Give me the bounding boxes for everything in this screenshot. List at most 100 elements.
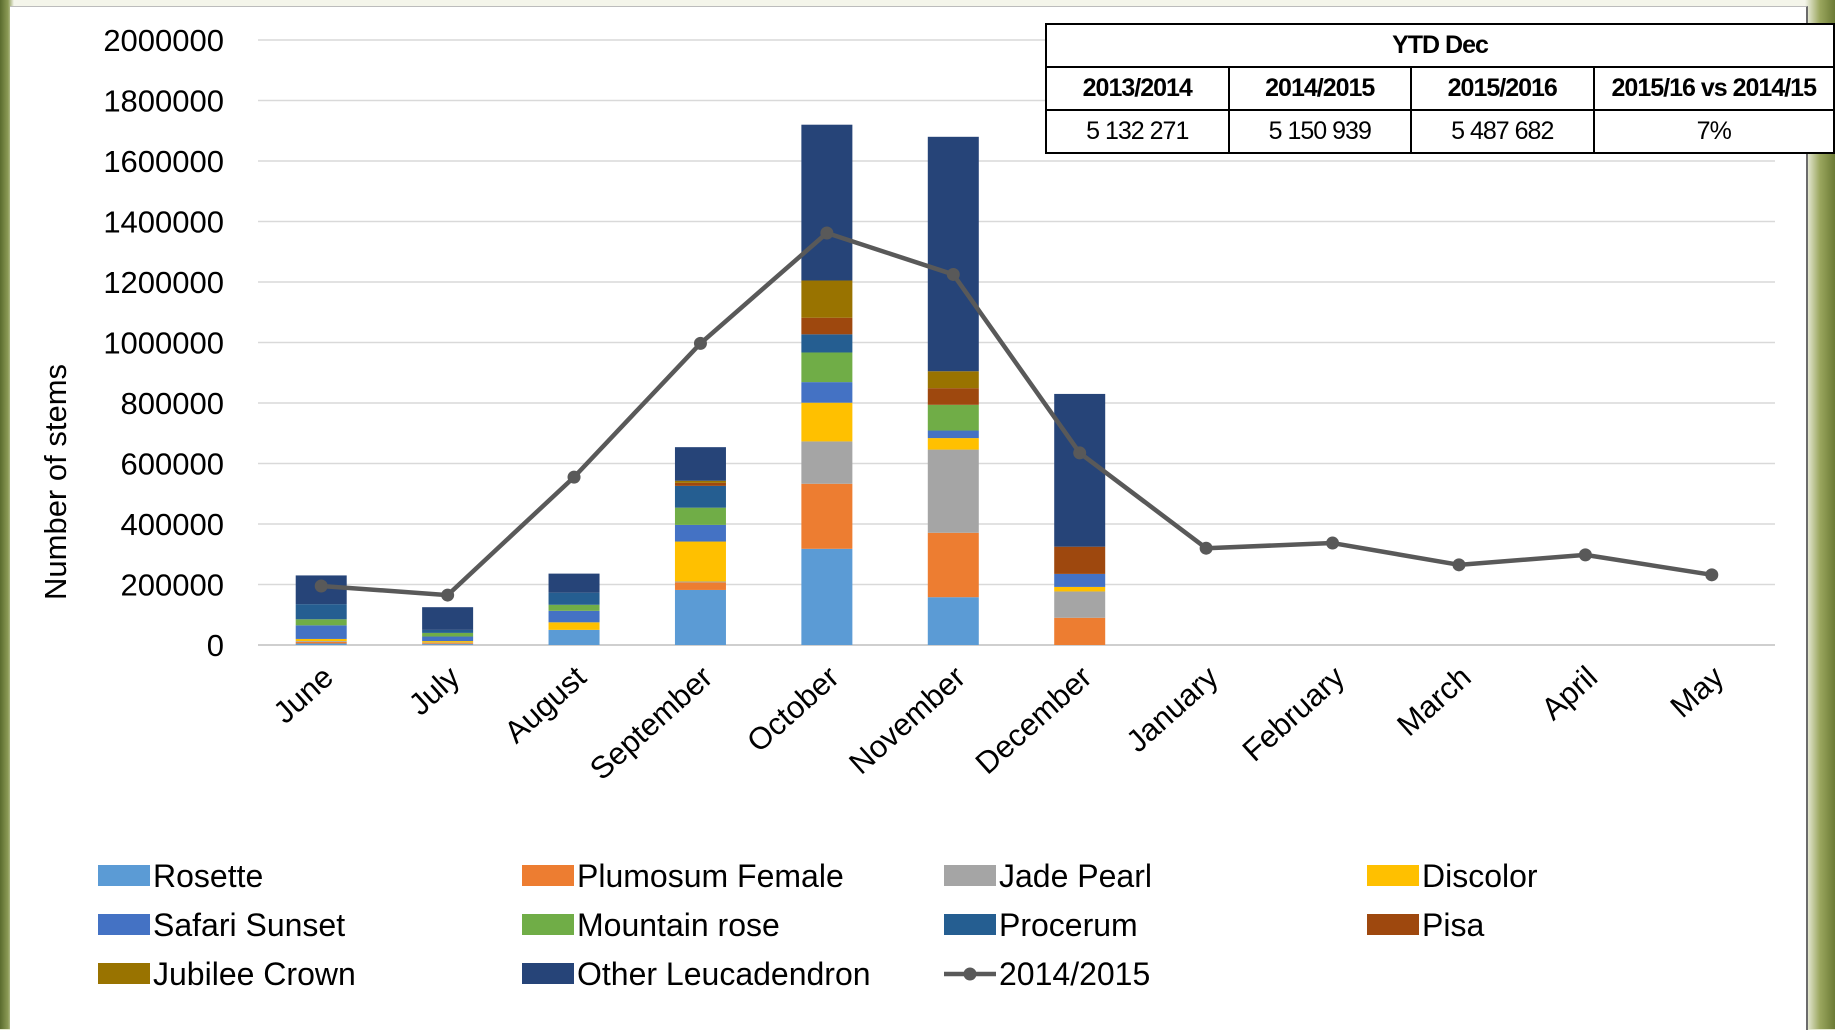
x-tick-label: March — [1390, 659, 1477, 743]
legend-swatch — [522, 865, 574, 886]
bar-july-safari-sunset — [422, 636, 474, 642]
legend-swatch — [944, 865, 996, 886]
y-tick-label: 1600000 — [103, 144, 224, 179]
x-tick-label: January — [1119, 659, 1225, 759]
bar-stack-july — [422, 607, 474, 645]
bar-stack-november — [927, 136, 979, 645]
bar-june-procerum — [295, 604, 347, 620]
bar-september-jubilee-crown — [674, 480, 726, 483]
line-point-march — [1452, 558, 1466, 572]
y-tick-label: 600000 — [121, 447, 224, 482]
ytd-title: YTD Dec — [1045, 23, 1835, 68]
bar-august-rosette — [548, 629, 600, 645]
legend-label: Procerum — [999, 907, 1138, 943]
chart-panel — [10, 6, 1808, 1030]
x-tick-label: July — [402, 659, 467, 722]
y-axis-ticks: 0 200000 400000 600000 800000 1000000 1200000 1… — [103, 23, 224, 663]
bar-july-plumosum-female — [422, 643, 474, 645]
bar-june-discolor — [295, 638, 347, 642]
legend-item-safari-sunset: Safari Sunset — [98, 907, 345, 943]
ytd-header-2014-2015: 2014/2015 — [1227, 66, 1412, 111]
bar-stack-august — [548, 573, 600, 645]
bar-december-pisa — [1054, 546, 1106, 574]
ytd-value-2013-2014: 5 132 271 — [1045, 109, 1230, 154]
ytd-value-change: 7% — [1592, 109, 1835, 154]
line-series-2014-2015 — [314, 226, 1719, 602]
line-point-november — [946, 267, 960, 281]
bar-july-discolor — [422, 641, 474, 643]
legend-item-2014-2015: 2014/2015 — [944, 956, 1150, 992]
line-point-july — [441, 588, 455, 602]
bar-july-other-leucadendron — [422, 607, 474, 630]
bar-december-discolor — [1054, 586, 1106, 592]
bar-september-safari-sunset — [674, 524, 726, 542]
bar-november-pisa — [927, 388, 979, 405]
bar-june-mountain-rose — [295, 619, 347, 626]
line-point-august — [567, 470, 581, 484]
legend-item-plumosum-female: Plumosum Female — [522, 858, 844, 894]
legend-item-mountain-rose: Mountain rose — [522, 907, 780, 943]
bar-november-jade-pearl — [927, 449, 979, 533]
legend-item-procerum: Procerum — [944, 907, 1138, 943]
bar-october-plumosum-female — [801, 483, 853, 549]
ytd-header-change: 2015/16 vs 2014/15 — [1592, 66, 1835, 111]
bar-december-jade-pearl — [1054, 591, 1106, 618]
legend-label: Jade Pearl — [999, 858, 1152, 894]
y-axis-label: Number of stems — [38, 364, 73, 600]
line-point-february — [1326, 536, 1340, 550]
x-tick-label: November — [842, 659, 972, 781]
line-point-october — [820, 226, 834, 240]
bar-september-pisa — [674, 482, 726, 486]
bar-november-discolor — [927, 438, 979, 450]
bar-july-rosette — [422, 644, 474, 645]
legend-label: Pisa — [1422, 907, 1484, 943]
ytd-value-2015-2016: 5 487 682 — [1410, 109, 1595, 154]
legend-item-rosette: Rosette — [98, 858, 263, 894]
bar-august-other-leucadendron — [548, 573, 600, 593]
ytd-table: YTD Dec 2013/2014 2014/2015 2015/2016 20… — [1045, 23, 1835, 154]
legend-label: Rosette — [153, 858, 263, 894]
legend-swatch — [944, 914, 996, 935]
bar-october-jade-pearl — [801, 441, 853, 484]
bar-october-rosette — [801, 548, 853, 645]
line-2014-2015 — [321, 230, 1713, 598]
bar-november-jubilee-crown — [927, 371, 979, 389]
x-tick-label: September — [583, 659, 719, 786]
x-tick-label: April — [1535, 659, 1605, 727]
bar-november-other-leucadendron — [927, 136, 979, 372]
bar-stack-september — [674, 447, 726, 645]
bar-september-discolor — [674, 541, 726, 582]
line-point-january — [1199, 541, 1213, 555]
bar-september-mountain-rose — [674, 507, 726, 525]
y-tick-label: 1800000 — [103, 84, 224, 119]
bar-june-plumosum-female — [295, 641, 347, 644]
legend-swatch — [1367, 914, 1419, 935]
legend-swatch — [98, 963, 150, 984]
x-tick-label: June — [267, 659, 340, 730]
legend-label: Discolor — [1422, 858, 1538, 894]
y-tick-label: 200000 — [121, 568, 224, 603]
y-tick-label: 1200000 — [103, 265, 224, 300]
legend-swatch — [1367, 865, 1419, 886]
line-point-april — [1578, 548, 1592, 562]
x-tick-label: February — [1236, 659, 1352, 768]
legend-label: Safari Sunset — [153, 907, 345, 943]
legend-swatch-marker — [963, 967, 977, 981]
y-tick-label: 1000000 — [103, 326, 224, 361]
bar-october-jubilee-crown — [801, 280, 853, 318]
bar-august-procerum — [548, 592, 600, 605]
bar-november-mountain-rose — [927, 404, 979, 431]
bar-september-procerum — [674, 485, 726, 508]
legend-swatch — [98, 865, 150, 886]
y-tick-label: 400000 — [121, 507, 224, 542]
y-tick-label: 800000 — [121, 386, 224, 421]
legend-label: Mountain rose — [577, 907, 780, 943]
legend-item-pisa: Pisa — [1367, 907, 1484, 943]
y-tick-label: 0 — [207, 628, 224, 663]
legend-swatch — [98, 914, 150, 935]
bar-july-mountain-rose — [422, 632, 474, 637]
legend: Rosette Plumosum Female Jade Pearl Discolor… — [98, 858, 1538, 992]
y-tick-label: 1400000 — [103, 205, 224, 240]
ytd-header-2015-2016: 2015/2016 — [1410, 66, 1595, 111]
legend-label: Plumosum Female — [577, 858, 844, 894]
